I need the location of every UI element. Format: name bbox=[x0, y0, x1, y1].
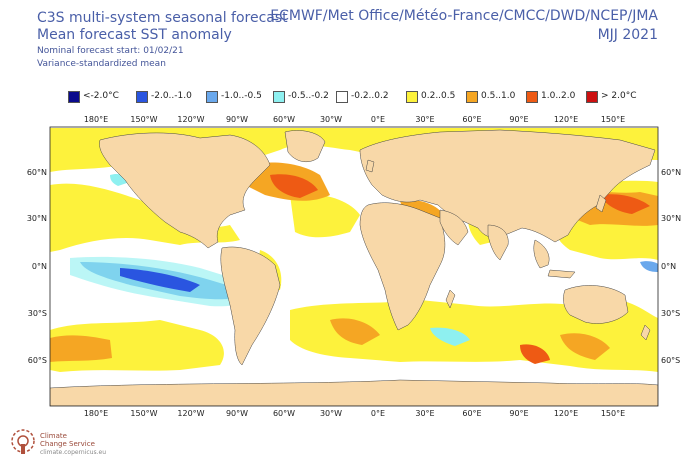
y-tick-label: 60°S bbox=[28, 356, 47, 365]
x-tick-label: 120°W bbox=[177, 115, 204, 124]
forecast-title: C3S multi-system seasonal forecast bbox=[37, 10, 288, 26]
x-tick-label: 60°W bbox=[273, 115, 295, 124]
y-tick-label: 30°N bbox=[27, 214, 47, 223]
x-tick-label: 30°W bbox=[320, 409, 342, 418]
legend-swatch bbox=[526, 91, 538, 103]
y-tick-label: 0°N bbox=[32, 262, 47, 271]
x-tick-label: 90°W bbox=[226, 409, 248, 418]
land-masses bbox=[50, 129, 658, 406]
y-tick-label: 60°N bbox=[27, 168, 47, 177]
legend-label: 0.5..1.0 bbox=[481, 91, 516, 101]
x-tick-label: 120°E bbox=[554, 409, 578, 418]
legend-swatch bbox=[336, 91, 348, 103]
forecast-subtitle: Mean forecast SST anomaly bbox=[37, 27, 232, 43]
legend-label: 0.2..0.5 bbox=[421, 91, 456, 101]
legend-swatch bbox=[586, 91, 598, 103]
x-tick-label: 150°E bbox=[601, 115, 625, 124]
y-tick-label: 30°S bbox=[28, 309, 47, 318]
x-tick-label: 180°E bbox=[84, 115, 108, 124]
logo-line2: Change Service bbox=[40, 440, 95, 448]
y-tick-label: 0°N bbox=[661, 262, 676, 271]
map-frame bbox=[49, 126, 659, 407]
y-tick-label: 60°N bbox=[661, 168, 681, 177]
x-tick-label: 180°E bbox=[84, 409, 108, 418]
x-tick-label: 60°E bbox=[462, 409, 481, 418]
x-tick-label: 90°W bbox=[226, 115, 248, 124]
forecast-start-date: Nominal forecast start: 01/02/21 bbox=[37, 46, 184, 56]
legend-swatch bbox=[466, 91, 478, 103]
y-tick-label: 60°S bbox=[661, 356, 680, 365]
forecast-season: MJJ 2021 bbox=[597, 27, 658, 43]
copernicus-logo-icon bbox=[11, 429, 35, 454]
legend-label: -0.2..0.2 bbox=[351, 91, 389, 101]
x-tick-label: 60°W bbox=[273, 409, 295, 418]
logo-url: climate.copernicus.eu bbox=[40, 449, 107, 456]
anomaly-red-patches bbox=[270, 174, 650, 364]
x-tick-label: 30°E bbox=[415, 115, 434, 124]
contributing-centers: ECMWF/Met Office/Météo-France/CMCC/DWD/N… bbox=[270, 8, 658, 24]
x-tick-label: 60°E bbox=[462, 115, 481, 124]
legend-swatch bbox=[273, 91, 285, 103]
y-tick-label: 30°N bbox=[661, 214, 681, 223]
legend-label: > 2.0°C bbox=[601, 91, 637, 101]
logo-name: Climate Change Service bbox=[40, 432, 95, 448]
x-tick-label: 0°E bbox=[371, 115, 385, 124]
legend-label: 1.0..2.0 bbox=[541, 91, 576, 101]
legend-swatch bbox=[136, 91, 148, 103]
legend-label: <-2.0°C bbox=[83, 91, 119, 101]
legend-swatch bbox=[68, 91, 80, 103]
logo-line1: Climate bbox=[40, 432, 67, 440]
x-tick-label: 120°W bbox=[177, 409, 204, 418]
x-tick-label: 90°E bbox=[509, 409, 528, 418]
x-tick-label: 30°W bbox=[320, 115, 342, 124]
legend-swatch bbox=[206, 91, 218, 103]
legend-swatch bbox=[406, 91, 418, 103]
forecast-method: Variance-standardized mean bbox=[37, 59, 166, 69]
legend-label: -0.5..-0.2 bbox=[288, 91, 329, 101]
anomaly-darkblue-patches bbox=[120, 268, 200, 292]
y-tick-label: 30°S bbox=[661, 309, 680, 318]
x-tick-label: 90°E bbox=[509, 115, 528, 124]
x-tick-label: 150°W bbox=[130, 409, 157, 418]
x-tick-label: 150°W bbox=[130, 115, 157, 124]
legend-label: -2.0..-1.0 bbox=[151, 91, 192, 101]
x-tick-label: 0°E bbox=[371, 409, 385, 418]
legend-label: -1.0..-0.5 bbox=[221, 91, 262, 101]
x-tick-label: 120°E bbox=[554, 115, 578, 124]
x-tick-label: 150°E bbox=[601, 409, 625, 418]
x-tick-label: 30°E bbox=[415, 409, 434, 418]
